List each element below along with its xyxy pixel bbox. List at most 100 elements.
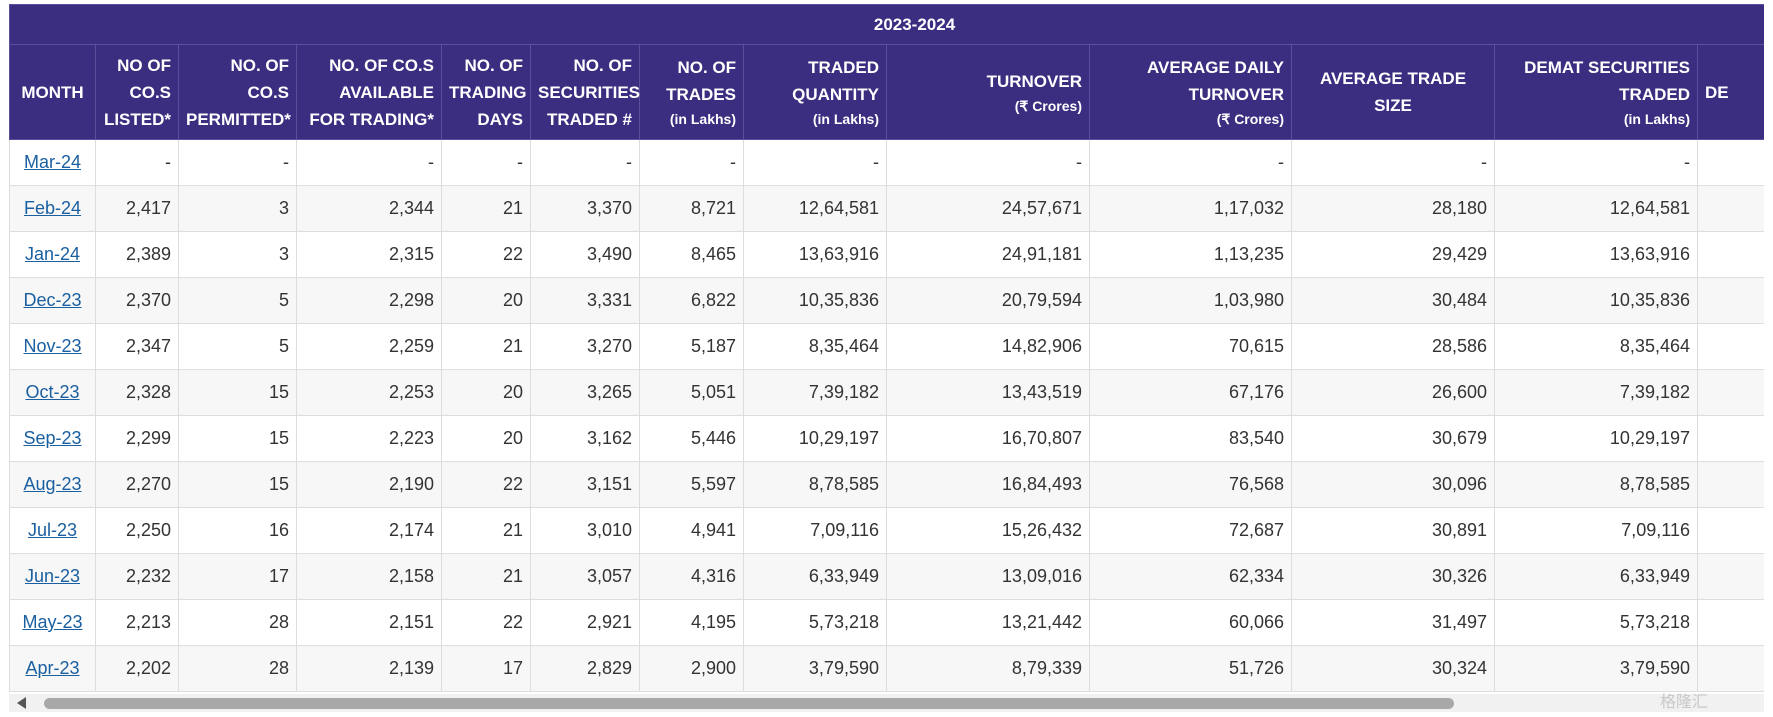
table-cell: 70,615 (1089, 323, 1292, 370)
table-cell: 2,250 (95, 507, 179, 554)
table-row: Apr-23 2,202 28 2,139 17 2,829 2,900 3,79,590 8,… (9, 645, 1764, 692)
month-cell: Jul-23 (9, 507, 96, 554)
table-cell: 5,73,218 (743, 599, 887, 646)
table-cell: 3 (178, 231, 297, 278)
table-cell: 5,597 (639, 461, 744, 508)
table-cell: 1,13,235 (1089, 231, 1292, 278)
table-cell: - (95, 139, 179, 186)
table-cell: 30,484 (1291, 277, 1495, 324)
table-cell: 7,39,182 (1494, 369, 1698, 416)
table-cell: 72,687 (1089, 507, 1292, 554)
month-link[interactable]: Feb-24 (23, 198, 82, 218)
table-row: Oct-23 2,328 15 2,253 20 3,265 5,051 7,39,182 13… (9, 369, 1764, 416)
table-cell: 3,370 (530, 185, 640, 232)
column-header: AVERAGE DAILY TURNOVER (₹ Crores) (1089, 44, 1292, 140)
table-cell: 1,17,032 (1089, 185, 1292, 232)
month-link[interactable]: Dec-23 (23, 290, 82, 310)
table-cell: 2,298 (296, 277, 442, 324)
month-link[interactable]: Jun-23 (24, 566, 81, 586)
table-cell: 17 (178, 553, 297, 600)
table-cell: 16 (178, 507, 297, 554)
table-cell: 5,73,218 (1494, 599, 1698, 646)
column-header-label: NO. OF TRADING DAYS (449, 55, 527, 129)
table-cell: 8,78,585 (1494, 461, 1698, 508)
month-link[interactable]: Aug-23 (23, 474, 82, 494)
table-cell: 6,33,949 (1494, 553, 1698, 600)
month-cell: Aug-23 (9, 461, 96, 508)
table-cell: 28 (178, 645, 297, 692)
table-cell: 21 (441, 323, 531, 370)
table-cell: - (743, 139, 887, 186)
table-cell: 8,721 (639, 185, 744, 232)
table-cell: 2,417 (95, 185, 179, 232)
table-cell: 3,79,590 (1494, 645, 1698, 692)
month-cell: Feb-24 (9, 185, 96, 232)
scrollbar-thumb[interactable] (44, 698, 1454, 709)
table-row: Jan-24 2,389 3 2,315 22 3,490 8,465 13,63,916 24… (9, 231, 1764, 278)
table-cell: - (1089, 139, 1292, 186)
table-cell: 5,446 (639, 415, 744, 462)
month-cell: Apr-23 (9, 645, 96, 692)
table-cell: 24,57,671 (886, 185, 1090, 232)
table-cell: 3,331 (530, 277, 640, 324)
table-cell: 20,79,594 (886, 277, 1090, 324)
table-cell: 2,370 (95, 277, 179, 324)
column-header-label: DEMAT SECURITIES TRADED (1524, 58, 1690, 104)
table-cell: 10,35,836 (743, 277, 887, 324)
table-cell-empty (1696, 461, 1764, 508)
table-cell: 1,03,980 (1089, 277, 1292, 324)
column-header-label: NO. OF SECURITIES TRADED # (538, 55, 641, 129)
column-header-label: AVERAGE TRADE SIZE (1319, 69, 1467, 115)
table-row: Jul-23 2,250 16 2,174 21 3,010 4,941 7,09,116 15… (9, 507, 1764, 554)
table-cell: 30,891 (1291, 507, 1495, 554)
table-cell: 2,174 (296, 507, 442, 554)
month-cell: Jan-24 (9, 231, 96, 278)
table-cell: 30,096 (1291, 461, 1495, 508)
table-cell: 15 (178, 369, 297, 416)
month-link[interactable]: Apr-23 (25, 658, 80, 678)
table-cell: 2,232 (95, 553, 179, 600)
table-cell: 2,344 (296, 185, 442, 232)
month-link[interactable]: Oct-23 (25, 382, 80, 402)
column-header-unit: (in Lakhs) (669, 111, 736, 127)
table-cell: 5,051 (639, 369, 744, 416)
table-cell: 2,158 (296, 553, 442, 600)
column-header-label: MONTH (21, 82, 84, 102)
table-cell: 3,79,590 (743, 645, 887, 692)
horizontal-scrollbar[interactable] (9, 694, 1764, 712)
month-link[interactable]: Nov-23 (23, 336, 82, 356)
column-header-unit: (₹ Crores) (1216, 111, 1284, 127)
table-cell: 2,829 (530, 645, 640, 692)
table-cell: 30,326 (1291, 553, 1495, 600)
table-cell: 2,389 (95, 231, 179, 278)
table-row: May-23 2,213 28 2,151 22 2,921 4,195 5,73,218 13… (9, 599, 1764, 646)
table-cell: 13,43,519 (886, 369, 1090, 416)
table-cell: 6,822 (639, 277, 744, 324)
table-cell: 3,490 (530, 231, 640, 278)
column-header-label: TURNOVER (986, 71, 1082, 91)
scroll-left-arrow-icon[interactable] (17, 697, 26, 709)
table-cell: 15 (178, 461, 297, 508)
table-cell: 2,921 (530, 599, 640, 646)
month-link[interactable]: May-23 (22, 612, 83, 632)
table-cell: 2,223 (296, 415, 442, 462)
table-cell: 24,91,181 (886, 231, 1090, 278)
column-header: TURNOVER (₹ Crores) (886, 44, 1090, 140)
table-cell: 16,84,493 (886, 461, 1090, 508)
table-cell: 14,82,906 (886, 323, 1090, 370)
table-cell: 67,176 (1089, 369, 1292, 416)
month-link[interactable]: Sep-23 (23, 428, 82, 448)
table-cell-empty (1696, 599, 1764, 646)
column-header-label: NO. OF CO.S PERMITTED* (186, 55, 291, 129)
month-link[interactable]: Jan-24 (24, 244, 81, 264)
table-cell-empty (1696, 323, 1764, 370)
table-cell: 10,29,197 (743, 415, 887, 462)
table-scroll-container[interactable]: 2023-2024 MONTH NO OF CO.S LISTED* NO. OF … (9, 4, 1764, 694)
table-row: Feb-24 2,417 3 2,344 21 3,370 8,721 12,64,581 24… (9, 185, 1764, 232)
month-link[interactable]: Jul-23 (27, 520, 78, 540)
month-link[interactable]: Mar-24 (23, 152, 81, 172)
table-cell: 20 (441, 415, 531, 462)
table-cell: 3,151 (530, 461, 640, 508)
table-cell: 2,270 (95, 461, 179, 508)
table-cell: 4,195 (639, 599, 744, 646)
